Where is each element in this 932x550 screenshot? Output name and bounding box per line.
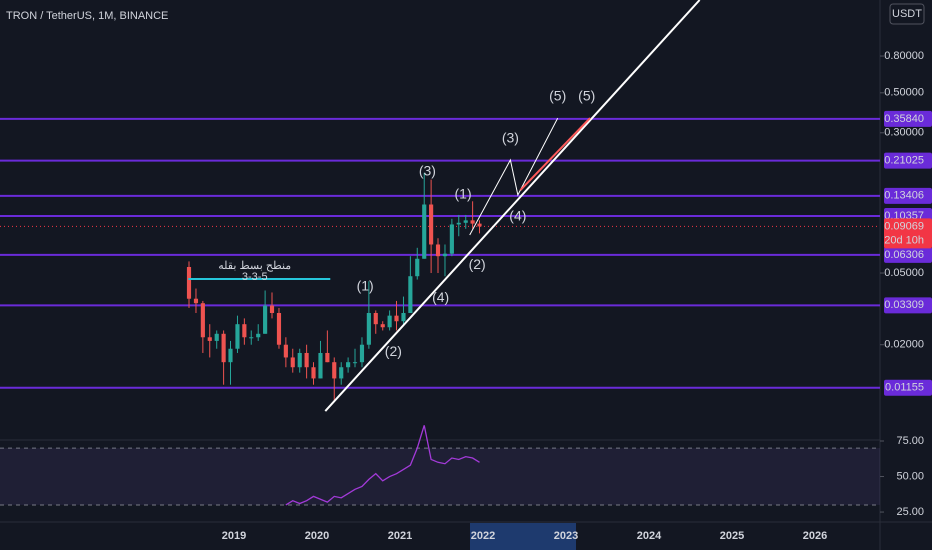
annotation: 3-3-5	[242, 271, 268, 283]
candle-body	[415, 258, 420, 277]
annotation: (4)	[509, 208, 526, 224]
candle-body	[318, 352, 323, 379]
annotation: (2)	[385, 343, 402, 359]
candle-body	[366, 312, 371, 345]
candle-body	[235, 324, 240, 349]
candle-body	[456, 222, 461, 225]
candle-body	[477, 223, 482, 227]
rsi-line	[285, 425, 480, 506]
y-tick-label: 25.00	[896, 506, 924, 518]
candle-body	[304, 352, 309, 368]
candle-body	[352, 362, 358, 364]
last-price-box	[884, 218, 932, 249]
candle-body	[449, 224, 454, 254]
level-label: 0.13406	[884, 190, 924, 202]
level-label-box	[884, 110, 932, 127]
axis-highlight	[470, 523, 576, 550]
candle-body	[221, 333, 226, 363]
candle-body	[408, 276, 413, 313]
x-tick-label: 2025	[720, 530, 744, 542]
candle-body	[311, 367, 316, 379]
level-label: 0.06306	[884, 249, 924, 261]
candle-body	[394, 315, 399, 322]
candle-body	[269, 305, 275, 313]
candle-body	[359, 344, 365, 363]
drawn-line	[519, 117, 591, 191]
candle-body	[387, 315, 392, 328]
candle-body	[435, 244, 441, 257]
annotation: (2)	[469, 256, 486, 272]
candle-body	[242, 324, 247, 338]
currency[interactable]: USDT	[892, 8, 922, 20]
candle-body	[442, 253, 448, 257]
candle-body	[186, 266, 192, 299]
candle-body	[276, 312, 282, 345]
annotation: منطح بسط بقله	[218, 260, 291, 272]
currency-box	[889, 3, 925, 25]
level-label-box	[884, 297, 932, 314]
x-tick-label: 2022	[471, 530, 495, 542]
annotation: (5)	[578, 88, 595, 104]
candle-body	[283, 344, 288, 358]
candle-body	[470, 220, 475, 224]
candle-body	[263, 305, 268, 334]
level-label: 0.35840	[884, 113, 924, 125]
y-tick-label: 0.50000	[884, 87, 924, 99]
level-label-box	[884, 379, 932, 396]
candle-body	[422, 204, 427, 259]
candle-body	[249, 337, 254, 339]
annotation: (1)	[455, 186, 472, 202]
y-tick-label: 0.80000	[884, 50, 924, 62]
symbol-title: TRON / TetherUS, 1M, BINANCE	[6, 10, 168, 22]
annotation: (4)	[432, 289, 449, 305]
y-tick-label: 50.00	[896, 470, 924, 482]
candle-body	[373, 312, 378, 325]
x-tick-label: 2021	[388, 530, 412, 542]
annotation: (5)	[549, 88, 566, 104]
last-price-label: 0.09069	[884, 220, 924, 232]
annotation: (1)	[357, 278, 374, 294]
candle-body	[429, 204, 434, 245]
candle-body	[325, 352, 330, 363]
candle-body	[193, 298, 199, 304]
candle-body	[380, 324, 385, 328]
candle-body	[256, 333, 261, 338]
level-label-box	[884, 187, 932, 204]
candle-body	[297, 352, 302, 368]
candle-body	[463, 220, 468, 223]
candle-body	[332, 362, 337, 379]
annotation: (3)	[502, 130, 519, 146]
candle-body	[214, 333, 219, 341]
band-fill	[0, 448, 880, 505]
candle-body	[339, 367, 344, 379]
y-tick-label: 0.30000	[884, 127, 924, 139]
annotation: (3)	[419, 163, 436, 179]
y-tick-label: 75.00	[896, 435, 924, 447]
level-label-box	[884, 152, 932, 169]
level-label: 0.21025	[884, 155, 924, 167]
candle-body	[228, 348, 233, 363]
drawn-line	[324, 0, 701, 412]
level-label: 0.01155	[885, 382, 924, 394]
x-tick-label: 2026	[803, 530, 827, 542]
candle-body	[346, 362, 351, 368]
y-tick-label: 0.02000	[884, 339, 924, 351]
level-label-box	[884, 246, 932, 263]
x-tick-label: 2023	[554, 530, 578, 542]
x-tick-label: 2019	[222, 530, 246, 542]
candle-body	[401, 312, 406, 322]
candle-body	[207, 337, 212, 341]
level-label: 0.03309	[884, 299, 924, 311]
candle-body	[290, 357, 295, 368]
countdown: 20d 10h	[884, 234, 924, 246]
x-tick-label: 2020	[305, 530, 329, 542]
drawn-line	[469, 117, 559, 236]
candle-body	[200, 303, 205, 338]
y-tick-label: 0.05000	[884, 267, 924, 279]
x-tick-label: 2024	[637, 530, 662, 542]
